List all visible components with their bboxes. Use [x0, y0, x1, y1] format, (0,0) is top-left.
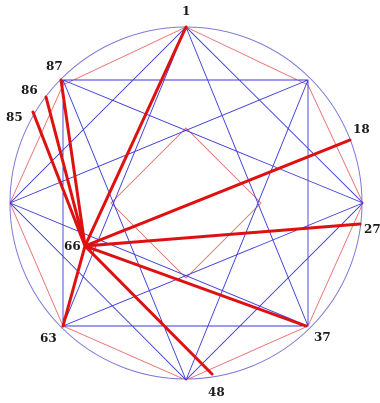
inner-red-diamond: [110, 127, 262, 279]
label-48: 48: [208, 385, 225, 399]
red-line-66-87: [59, 78, 87, 248]
red-line-66-27: [83, 222, 362, 248]
red-line-66-37: [83, 244, 308, 328]
label-27: 27: [364, 222, 380, 236]
red-line-66-63: [61, 244, 87, 328]
label-18: 18: [353, 122, 370, 136]
thick-red-lines: [31, 25, 362, 376]
red-line-66-85: [31, 110, 87, 248]
label-63: 63: [40, 331, 57, 345]
red-line-66-1: [83, 25, 188, 248]
label-1: 1: [182, 4, 190, 18]
label-85: 85: [6, 110, 23, 124]
label-66: 66: [64, 239, 81, 253]
blue-star-chords: [9, 26, 364, 381]
label-37: 37: [314, 330, 331, 344]
label-86: 86: [21, 83, 38, 97]
red-line-66-48: [83, 244, 214, 376]
red-line-66-86: [44, 95, 87, 248]
label-87: 87: [46, 59, 63, 73]
red-line-66-18: [83, 138, 352, 248]
blue-square: [62, 79, 309, 327]
